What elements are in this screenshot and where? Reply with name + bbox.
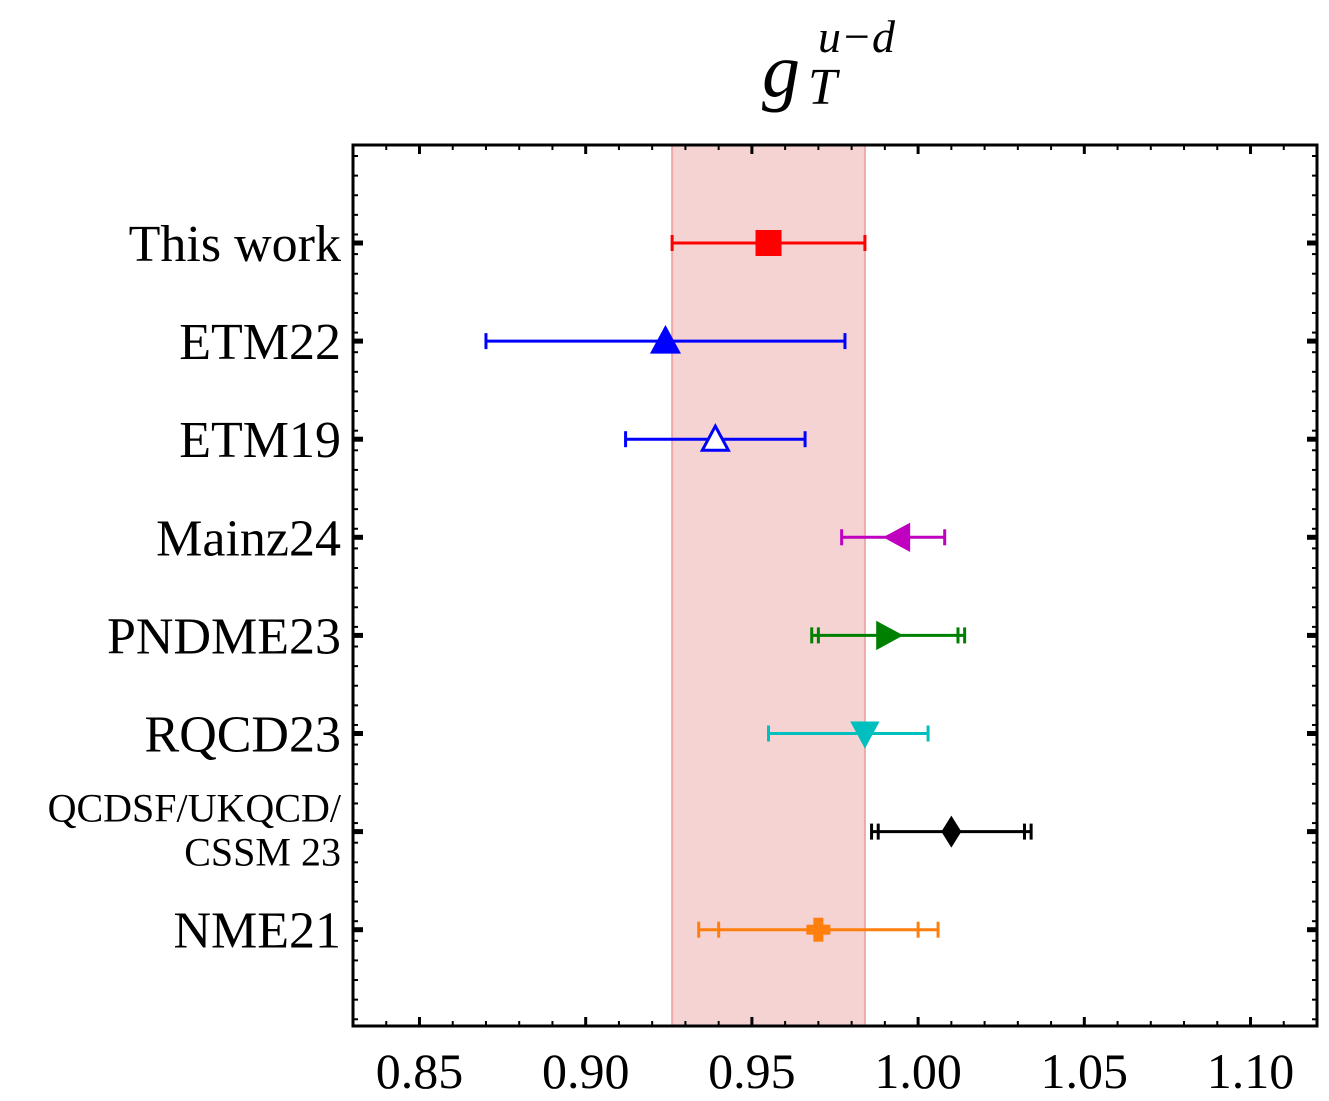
y-tick-label: ETM19 [179, 412, 341, 469]
y-tick-label: QCDSF/UKQCD/ [48, 786, 342, 831]
marker-plus-vertical [813, 917, 824, 942]
reference-band [672, 145, 865, 1026]
y-tick-labels: This work ETM22 ETM19 Mainz24 PNDME23 RQCD23 Q… [48, 216, 342, 960]
marker-triangle-up [649, 324, 681, 354]
marker-square [755, 230, 782, 256]
data-point [624, 423, 807, 452]
x-tick-label: 0.90 [542, 1043, 630, 1099]
y-tick-label: PNDME23 [107, 608, 341, 665]
data-points [484, 230, 1033, 942]
y-tick-label: RQCD23 [145, 707, 341, 764]
x-tick-labels: 0.85 0.90 0.95 1.00 1.05 1.10 [376, 1043, 1295, 1099]
data-point [767, 721, 930, 749]
marker-triangle-left [883, 522, 911, 552]
marker-triangle-right [876, 620, 904, 651]
y-tick-label: ETM22 [179, 314, 341, 371]
plot-frame [351, 143, 1319, 1028]
x-tick-label: 1.05 [1041, 1043, 1129, 1099]
data-point [697, 917, 940, 942]
marker-diamond [941, 815, 962, 848]
title-subscript: T [808, 59, 840, 116]
data-point [870, 815, 1033, 848]
y-tick-label: Mainz24 [156, 510, 341, 567]
data-point [670, 230, 867, 256]
chart-title: g T u−d [762, 11, 896, 116]
data-point [484, 324, 847, 354]
marker-triangle-up [699, 423, 731, 452]
x-tick-label: 0.95 [708, 1043, 796, 1099]
marker-triangle-down [850, 721, 880, 749]
y-tick-label: NME21 [173, 903, 341, 960]
x-tick-label: 1.00 [874, 1043, 962, 1099]
x-tick-label: 0.85 [376, 1043, 464, 1099]
y-tick-label: CSSM 23 [184, 830, 341, 875]
y-tick-label: This work [129, 216, 341, 273]
title-base: g [762, 29, 800, 113]
data-point [810, 620, 967, 651]
data-point [840, 522, 947, 552]
title-superscript: u−d [818, 11, 896, 62]
x-tick-label: 1.10 [1207, 1043, 1295, 1099]
